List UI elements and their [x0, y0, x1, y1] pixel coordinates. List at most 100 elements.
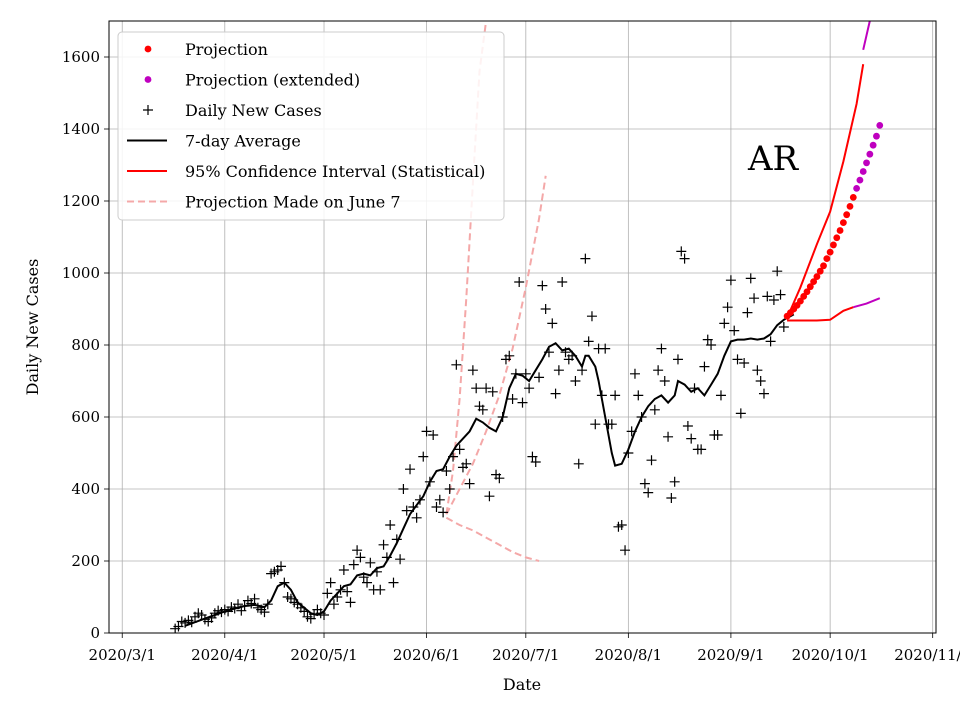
x-axis-title: Date — [503, 675, 541, 694]
data-layer — [170, 21, 884, 633]
daily-cases-marker — [666, 493, 677, 503]
projection-dot — [839, 219, 847, 227]
daily-cases-marker — [706, 340, 717, 350]
x-tick-label: 2020/9/1 — [697, 646, 764, 664]
daily-cases-marker — [421, 426, 432, 437]
x-tick-label: 2020/10/1 — [792, 646, 869, 664]
daily-cases-marker — [451, 359, 462, 370]
daily-cases-marker — [755, 376, 766, 386]
daily-cases-marker — [557, 277, 568, 287]
daily-cases-marker — [461, 458, 472, 469]
daily-cases-marker — [385, 520, 396, 530]
daily-cases-marker — [540, 304, 551, 314]
projection-extended-dot — [876, 122, 884, 129]
projection-dot — [816, 267, 824, 275]
daily-cases-marker — [441, 466, 452, 476]
daily-cases-marker — [401, 505, 412, 516]
daily-cases-marker — [775, 289, 786, 300]
projection-dot — [813, 273, 821, 280]
daily-cases-marker — [580, 253, 591, 264]
x-tick-label: 2020/5/1 — [290, 646, 357, 664]
daily-cases-marker — [362, 577, 373, 588]
daily-cases-marker — [504, 350, 515, 361]
june7-projection-lower — [445, 516, 540, 562]
daily-cases-marker — [342, 586, 353, 597]
projection-dot — [803, 288, 811, 296]
projection-extended-dot — [856, 176, 864, 184]
daily-cases-marker — [431, 502, 442, 512]
daily-cases-marker — [739, 358, 750, 368]
daily-cases-marker — [348, 559, 359, 570]
projection-dot — [810, 278, 818, 286]
daily-cases-marker — [338, 565, 349, 575]
daily-cases-marker — [428, 430, 439, 440]
legend-label: Daily New Cases — [185, 101, 322, 120]
daily-cases-marker — [633, 390, 644, 401]
daily-cases-marker — [276, 561, 287, 572]
daily-cases-marker — [534, 372, 545, 383]
daily-cases-marker — [573, 458, 584, 469]
projection-extended-dot — [873, 132, 880, 140]
daily-cases-marker — [418, 451, 429, 462]
projection-extended-dot — [853, 185, 861, 192]
daily-cases-marker — [464, 478, 475, 489]
daily-cases-marker — [514, 277, 525, 287]
x-tick-label: 2020/8/1 — [595, 646, 662, 664]
daily-cases-marker — [484, 491, 495, 502]
daily-cases-marker — [583, 336, 594, 347]
x-tick-label: 2020/3/1 — [89, 646, 156, 664]
x-tick-label: 2020/6/1 — [393, 646, 460, 664]
projection-dot — [820, 262, 827, 270]
daily-cases-marker — [758, 388, 769, 399]
daily-cases-marker — [600, 343, 611, 354]
y-tick-label: 0 — [90, 624, 100, 642]
daily-cases-marker — [355, 552, 366, 563]
daily-cases-marker — [749, 293, 760, 304]
projection-extended-dot — [866, 150, 874, 158]
daily-cases-marker — [454, 444, 465, 455]
legend-label: 7-day Average — [185, 132, 301, 151]
y-tick-label: 600 — [71, 408, 100, 426]
daily-cases-marker — [438, 507, 449, 518]
daily-cases-marker — [765, 336, 776, 347]
daily-cases-marker — [586, 311, 597, 322]
projection-dot — [846, 203, 854, 210]
daily-cases-marker — [477, 404, 488, 415]
region-annotation: AR — [747, 139, 800, 179]
legend-label: Projection Made on June 7 — [185, 193, 401, 212]
daily-cases-marker — [669, 476, 680, 487]
daily-cases-marker — [537, 280, 548, 291]
daily-cases-marker — [375, 584, 386, 595]
daily-cases-marker — [322, 588, 333, 599]
daily-cases-marker — [494, 473, 505, 484]
daily-cases-marker — [768, 295, 779, 305]
daily-cases-marker — [487, 386, 498, 397]
daily-cases-marker — [752, 365, 763, 376]
ticks: 2020/3/1 2020/4/1 2020/5/1 2020/6/1 2020/7/1… — [62, 48, 960, 664]
daily-cases-marker — [550, 388, 561, 399]
daily-cases-marker — [395, 554, 406, 565]
projection-dot — [843, 211, 851, 219]
daily-cases-marker — [663, 431, 674, 442]
x-tick-label: 2020/11/1 — [894, 646, 960, 664]
y-axis-title: Daily New Cases — [23, 259, 42, 396]
legend-dot-marker — [144, 76, 152, 83]
daily-cases-marker — [712, 430, 723, 440]
daily-cases-marker — [345, 597, 356, 608]
projection-extended-dot — [859, 168, 867, 175]
daily-cases-marker — [742, 307, 753, 318]
daily-cases-marker — [653, 365, 664, 376]
seven-day-average-line — [184, 313, 795, 627]
daily-cases-marker — [732, 354, 743, 365]
daily-cases-marker — [722, 302, 733, 313]
y-tick-label: 400 — [71, 480, 100, 498]
daily-cases-marker — [778, 322, 789, 332]
projection-dot — [826, 248, 834, 256]
projection-dot — [849, 194, 857, 201]
daily-cases-marker — [676, 246, 687, 257]
projection-extended-dot — [869, 141, 877, 149]
daily-cases-marker — [444, 484, 455, 494]
daily-cases-marker — [388, 577, 399, 588]
daily-cases-marker — [352, 545, 363, 556]
daily-cases-marker — [649, 404, 660, 415]
